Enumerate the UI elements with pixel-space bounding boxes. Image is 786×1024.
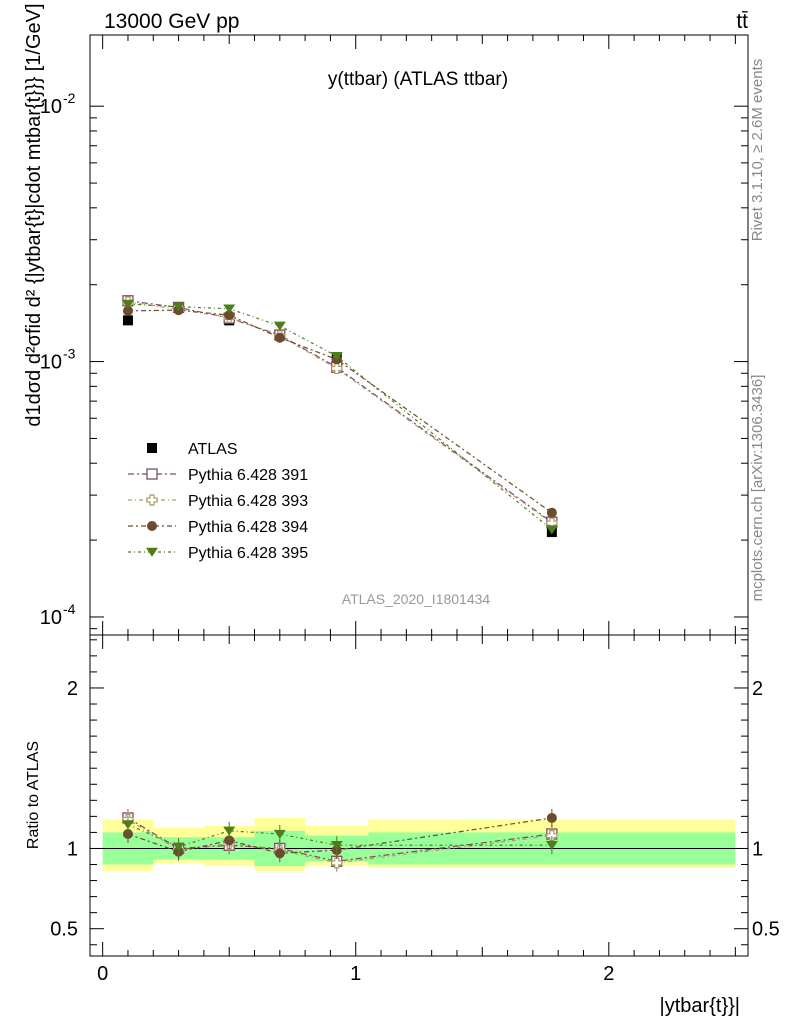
data-point-2-4 <box>331 362 343 375</box>
ratio-point-2-2 <box>224 835 235 846</box>
data-point-4-2 <box>223 304 236 314</box>
ratio-point-3-1 <box>172 842 185 852</box>
y-tick-label: 10 <box>40 607 62 629</box>
series-line-3 <box>127 309 553 514</box>
ratio-panel-axes: 0.5 0.5 1 1 2 2 0 1 2 <box>50 635 780 985</box>
ratio-y-tick-label: 1 <box>67 838 78 860</box>
ratio-y-axis-label: Ratio to ATLAS <box>25 741 42 849</box>
legend-label-1: Pythia 6.428 391 <box>188 467 308 484</box>
data-point-4-3 <box>273 321 286 331</box>
ratio-point-3-3 <box>273 829 286 839</box>
main-y-axis-label: d1dσd d²σfid d² {|ytbar{t}|cdot mtbar{t}… <box>23 3 45 426</box>
mcplots-label: mcplots.cern.ch [arXiv:1306.3436] <box>749 375 766 602</box>
header-process-label: tt̄ <box>736 10 748 33</box>
chart-title: y(ttbar) (ATLAS ttbar) <box>328 69 508 90</box>
data-point-4-5 <box>545 525 558 535</box>
ratio-point-3-0 <box>121 820 134 830</box>
legend-marker-3 <box>147 521 157 531</box>
x-tick-label: 0 <box>97 963 108 985</box>
ratio-y-tick-label-right: 2 <box>752 678 763 700</box>
ratio-point-3-5 <box>545 841 558 851</box>
legend-label-0: ATLAS <box>188 441 238 458</box>
x-axis-label: |ytbar{t}}| <box>660 995 740 1017</box>
data-point-4-0 <box>121 299 134 309</box>
y-tick-label-exponent: -4 <box>63 601 76 617</box>
x-tick-label: 2 <box>603 963 614 985</box>
data-point-3-0 <box>122 305 133 316</box>
ratio-y-tick-label-right: 1 <box>752 838 763 860</box>
header-energy-label: 13000 GeV pp <box>104 10 239 33</box>
data-point-3-3 <box>274 332 285 343</box>
ratio-y-tick-label-right: 0.5 <box>752 919 780 941</box>
legend-label-2: Pythia 6.428 393 <box>188 493 308 510</box>
ratio-panel-marks <box>90 808 748 872</box>
legend-marker-4 <box>146 547 158 557</box>
ratio-line-3 <box>127 823 552 848</box>
legend-marker-2 <box>146 494 158 506</box>
data-point-3-5 <box>546 507 557 518</box>
legend-label-3: Pythia 6.428 394 <box>188 519 308 536</box>
legend-marker-0 <box>147 443 157 453</box>
ratio-point-1-4 <box>331 857 343 869</box>
ratio-point-3-4 <box>330 841 343 851</box>
legend-marker-1 <box>146 468 158 480</box>
ratio-y-tick-label: 2 <box>67 678 78 700</box>
ratio-line-2 <box>127 817 552 854</box>
data-point-4-1 <box>172 302 185 312</box>
rivet-version-label: Rivet 3.1.10, ≥ 2.6M events <box>749 59 766 242</box>
series-line-1 <box>127 300 553 523</box>
legend-label-4: Pythia 6.428 395 <box>188 545 308 562</box>
ratio-point-1-5 <box>546 830 558 842</box>
series-line-2 <box>127 301 553 524</box>
ratio-y-tick-label: 0.5 <box>50 919 78 941</box>
y-tick-label: 10 <box>40 352 62 374</box>
ratio-point-3-2 <box>223 826 236 836</box>
analysis-watermark: ATLAS_2020_I1801434 <box>342 591 491 607</box>
ratio-panel: 0.5 0.5 1 1 2 2 0 1 2 Ratio to ATLAS |ytbar{t}}| <box>25 634 780 1017</box>
ratio-point-2-5 <box>546 812 557 823</box>
legend: ATLAS Pythia 6.428 391 Pythia 6.428 393 Pyt… <box>128 441 308 562</box>
main-panel-axes: 10-210-310-4 <box>40 35 748 635</box>
data-point-4-4 <box>330 351 343 361</box>
y-tick-label-exponent: -2 <box>63 90 76 106</box>
data-point-3-2 <box>224 310 235 321</box>
ratio-panel-frame <box>89 634 749 957</box>
ratio-point-2-3 <box>274 848 285 859</box>
ratio-point-2-0 <box>122 829 133 840</box>
main-panel: 10-210-310-4 y(ttbar) (ATLAS ttbar) ATLA… <box>23 3 749 636</box>
y-tick-label: 10 <box>40 96 62 118</box>
y-tick-label-exponent: -3 <box>63 346 76 362</box>
data-point-0-0 <box>122 315 133 326</box>
x-tick-label: 1 <box>350 963 361 985</box>
main-panel-marks <box>121 295 558 538</box>
series-line-4 <box>127 303 553 530</box>
